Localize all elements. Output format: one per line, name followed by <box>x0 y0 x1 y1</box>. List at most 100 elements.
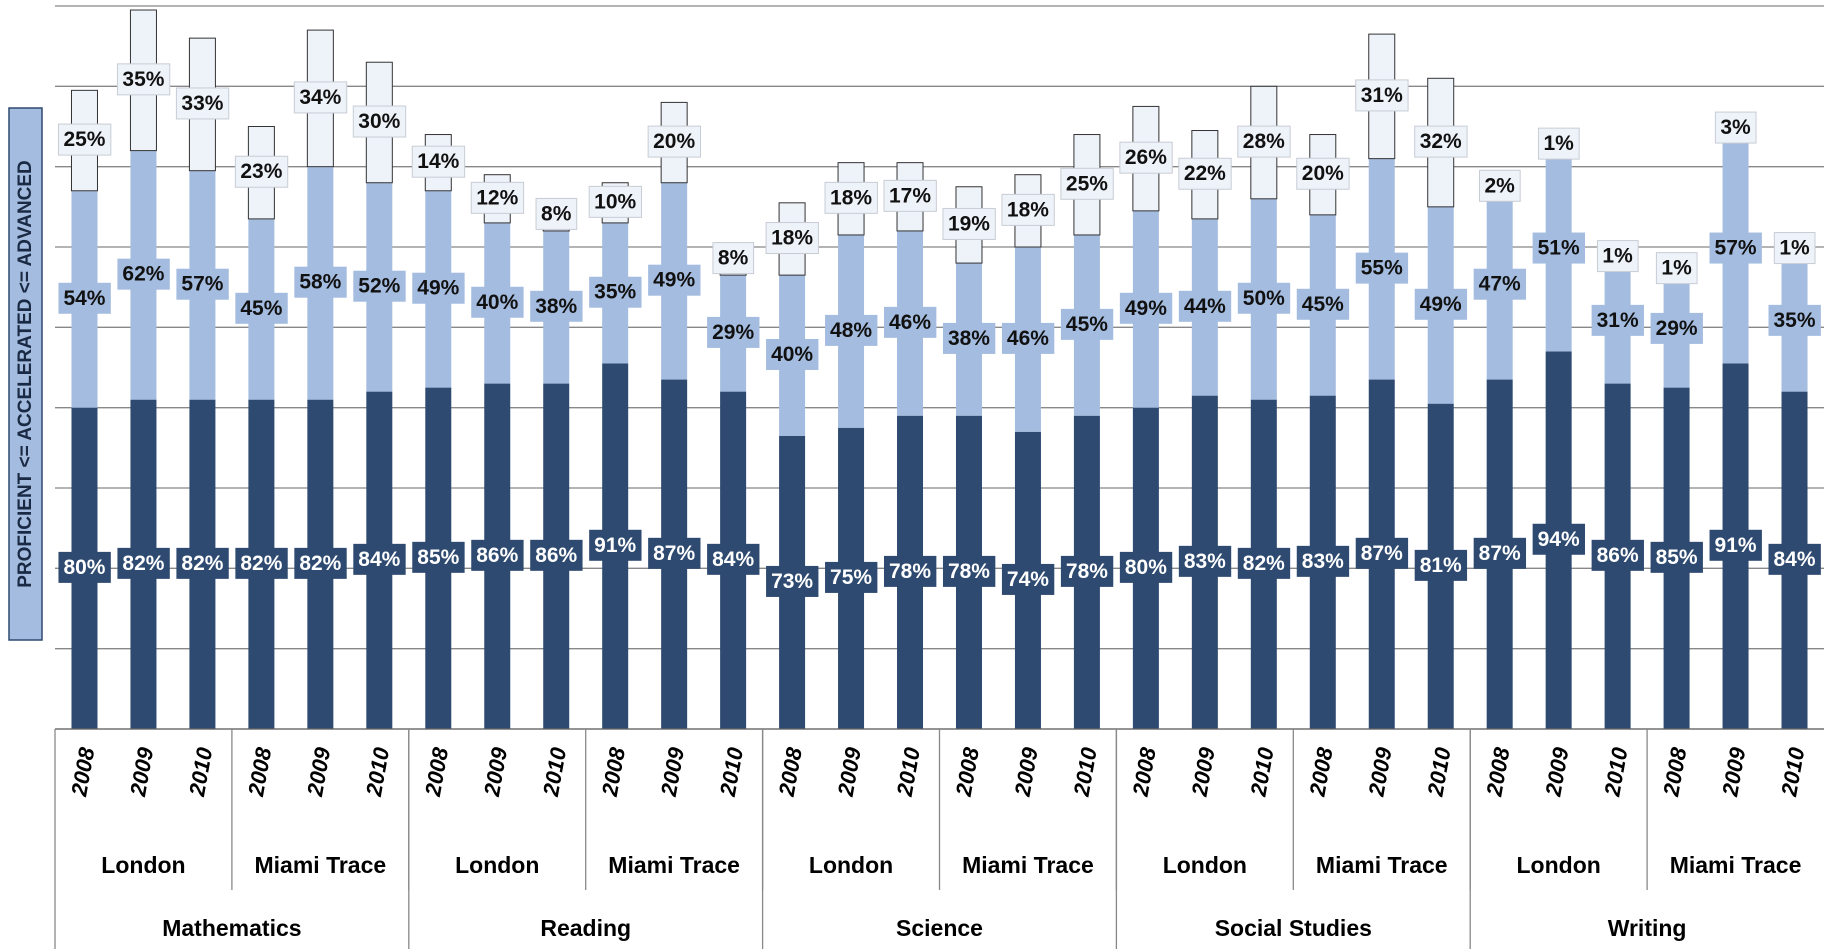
value-label-bg <box>589 529 642 561</box>
labels: 80% 54% 25% 82% 62% 35% 82% 57% 33% 82% 45% 23% 82% 5… <box>57 63 1821 597</box>
school-label: Miami Trace <box>1670 852 1802 878</box>
value-label-text: 87% <box>653 542 695 565</box>
value-label-bg <box>117 547 170 579</box>
value-label-text: 38% <box>948 327 990 350</box>
value-label-text: 91% <box>594 534 636 557</box>
value-label: 87% <box>648 537 701 569</box>
value-label-text: 82% <box>299 552 341 575</box>
value-label-bg <box>535 197 578 230</box>
value-label: 30% <box>352 105 407 138</box>
value-label: 38% <box>530 290 583 322</box>
value-label-bg <box>1178 290 1232 322</box>
value-label-bg <box>707 316 760 348</box>
school-label: Miami Trace <box>1316 852 1448 878</box>
value-label-text: 84% <box>1774 548 1816 571</box>
value-label-text: 29% <box>712 321 754 344</box>
value-label-text: 33% <box>181 92 223 115</box>
x-tick-label: 2009 <box>1186 745 1219 799</box>
value-label: 84% <box>1768 543 1821 575</box>
subject-label: Reading <box>540 915 631 941</box>
value-label: 29% <box>1650 312 1703 344</box>
value-label-text: 25% <box>1066 172 1108 195</box>
value-label: 1% <box>1537 127 1580 160</box>
value-label-text: 32% <box>1420 130 1462 153</box>
value-label-bg <box>1060 555 1114 587</box>
value-label-bg <box>648 537 701 569</box>
value-label-bg <box>942 207 996 240</box>
value-label-bg <box>1414 125 1468 158</box>
value-label-text: 35% <box>122 68 164 91</box>
x-tick-label: 2010 <box>184 745 217 799</box>
value-label-text: 54% <box>63 287 105 310</box>
value-label-bg <box>1768 304 1821 336</box>
y-axis-label: PROFICIENT <= ACCELERATED <= ADVANCED <box>15 160 36 588</box>
value-label-text: 20% <box>1302 162 1344 185</box>
x-tick-label: 2008 <box>1481 745 1514 799</box>
school-label: London <box>809 852 893 878</box>
x-tick-label: 2008 <box>774 745 807 799</box>
value-label-text: 87% <box>1361 542 1403 565</box>
value-label-text: 12% <box>476 186 518 209</box>
value-label: 20% <box>1296 157 1350 190</box>
value-label-bg <box>589 276 642 308</box>
value-label-bg <box>294 266 347 298</box>
value-label-text: 1% <box>1779 237 1810 260</box>
value-label-bg <box>1119 292 1173 324</box>
value-label-bg <box>1178 545 1232 577</box>
value-label-bg <box>766 565 819 597</box>
x-tick-label: 2008 <box>951 745 984 799</box>
value-label-text: 49% <box>1125 297 1167 320</box>
x-tick-label: 2010 <box>715 745 748 799</box>
value-label: 80% <box>1119 551 1173 583</box>
x-tick-label: 2008 <box>1127 745 1160 799</box>
value-label: 19% <box>942 207 996 240</box>
value-label-text: 75% <box>830 566 872 589</box>
x-tick-label: 2009 <box>1010 745 1043 799</box>
value-label-text: 51% <box>1538 237 1580 260</box>
value-label-bg <box>648 264 701 296</box>
value-label: 40% <box>766 338 819 370</box>
value-label-text: 35% <box>594 281 636 304</box>
value-label-text: 45% <box>1066 313 1108 336</box>
school-label: London <box>455 852 539 878</box>
value-label-bg <box>353 270 406 302</box>
value-label: 25% <box>1060 167 1114 200</box>
value-label-text: 26% <box>1125 146 1167 169</box>
value-label: 47% <box>1473 268 1527 300</box>
value-label: 10% <box>588 185 643 218</box>
value-label-bg <box>1773 232 1816 265</box>
value-label-bg <box>471 539 524 571</box>
value-label-bg <box>1060 167 1114 200</box>
value-label-bg <box>1119 551 1173 583</box>
value-label-text: 87% <box>1479 542 1521 565</box>
school-label: London <box>1163 852 1247 878</box>
value-label-bg <box>352 105 407 138</box>
value-label-text: 47% <box>1479 273 1521 296</box>
value-label: 31% <box>1591 304 1644 336</box>
value-label-text: 80% <box>63 556 105 579</box>
value-label: 1% <box>1773 232 1816 265</box>
value-label: 82% <box>176 547 229 579</box>
value-label-bg <box>57 123 112 156</box>
value-label-text: 83% <box>1302 550 1344 573</box>
value-label-bg <box>1001 322 1055 354</box>
value-label-bg <box>530 290 583 322</box>
value-label-bg <box>766 338 819 370</box>
value-label-bg <box>884 306 937 338</box>
value-label-text: 40% <box>476 291 518 314</box>
value-label-text: 45% <box>240 297 282 320</box>
value-label-bg <box>1237 282 1291 314</box>
value-label: 62% <box>117 258 170 290</box>
x-tick-label: 2010 <box>538 745 571 799</box>
value-label-bg <box>1237 125 1291 158</box>
value-label-bg <box>1473 537 1527 569</box>
value-label-text: 78% <box>948 560 990 583</box>
value-label-bg <box>825 314 878 346</box>
value-label: 35% <box>589 276 642 308</box>
value-label: 45% <box>1296 288 1350 320</box>
value-label-bg <box>1473 268 1527 300</box>
value-label: 34% <box>293 81 348 114</box>
value-label-text: 84% <box>712 548 754 571</box>
value-label-bg <box>293 81 348 114</box>
